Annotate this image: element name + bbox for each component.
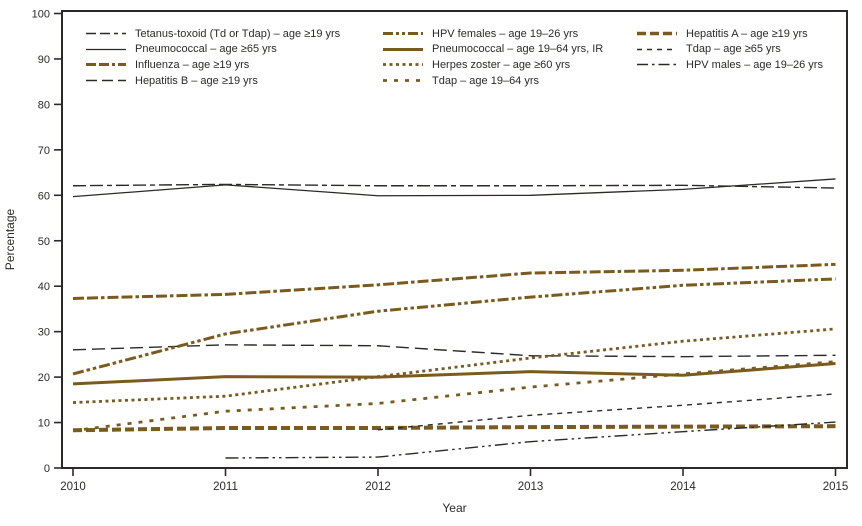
line-hpv-females-19-26 (72, 277, 836, 376)
x-tick-label: 2010 (60, 481, 86, 493)
y-tick-label: 60 (38, 190, 50, 202)
y-tick-label: 70 (38, 145, 50, 157)
y-tick-label: 100 (32, 9, 50, 21)
x-axis-title: Year (442, 501, 466, 515)
y-tick-label: 90 (38, 54, 50, 66)
plot-border (61, 10, 848, 469)
y-tick-label: 40 (38, 281, 50, 293)
y-axis-title: Percentage (3, 208, 17, 270)
x-tick-label: 2013 (518, 481, 544, 493)
line-herpes-zoster-60 (72, 327, 836, 404)
line-influenza-19 (72, 262, 836, 300)
y-tick-label: 80 (38, 99, 50, 111)
line-hepatitis-b-19 (72, 344, 836, 358)
line-pneumococcal-19-64-ir (72, 361, 836, 386)
line-hpv-males-19-26 (225, 421, 836, 459)
line-tetanus-td-tdap (72, 183, 836, 189)
x-tick-label: 2015 (823, 481, 849, 493)
x-tick-label: 2011 (213, 481, 238, 493)
y-tick-label: 30 (38, 327, 50, 339)
y-tick-label: 50 (38, 236, 50, 248)
line-tdap-65 (377, 393, 836, 431)
y-tick-label: 10 (38, 418, 50, 430)
line-hepatitis-a-19 (72, 424, 836, 433)
y-tick-label: 20 (38, 372, 50, 384)
x-tick-label: 2012 (365, 481, 391, 493)
y-tick-label: 0 (44, 463, 50, 475)
line-tdap-19-64 (72, 360, 836, 433)
x-tick-label: 2014 (670, 481, 696, 493)
line-pneumococcal-65 (72, 178, 836, 198)
